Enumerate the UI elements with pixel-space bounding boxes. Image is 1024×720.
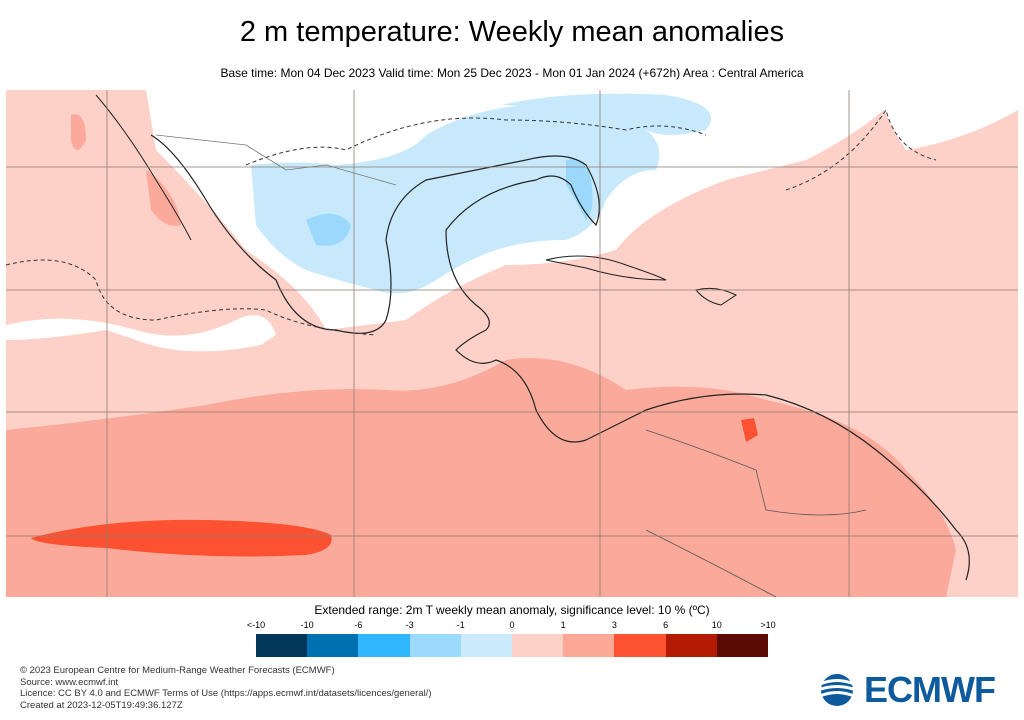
ecmwf-logo: ECMWF (814, 669, 996, 711)
copyright-text: © 2023 European Centre for Medium-Range … (20, 665, 335, 676)
colorbar-swatch (460, 634, 513, 657)
ecmwf-logo-icon (817, 674, 857, 706)
map-gridlines (6, 90, 1018, 597)
colorbar-swatch (563, 634, 615, 657)
legend-tick: 1 (560, 620, 566, 630)
created-text: Created at 2023-12-05T19:49:36.127Z (20, 699, 183, 711)
legend-tick: -6 (354, 620, 363, 630)
legend-tick: 0 (509, 620, 515, 630)
legend-tick: 3 (611, 620, 617, 630)
colorbar-swatch (512, 634, 564, 657)
legend-tick: -1 (456, 620, 465, 630)
coastline (150, 134, 970, 581)
colorbar-swatch (716, 634, 769, 657)
colorbar-swatch (256, 634, 308, 657)
legend-tick: >10 (760, 620, 776, 630)
legend-tick: 10 (711, 620, 722, 630)
south-america-borders (645, 429, 867, 597)
moderate-cool-region (306, 213, 351, 246)
colorbar (256, 634, 769, 657)
neutral-region-east (876, 90, 1018, 150)
baja-coast (95, 94, 192, 241)
hispaniola-coast (695, 287, 737, 306)
colorbar-swatch (409, 634, 461, 657)
us-border (155, 134, 397, 186)
warm-anomaly-west (146, 170, 181, 226)
cuba-coast (545, 255, 667, 281)
source-text: Source: www.ecmwf.int (20, 676, 119, 688)
cool-anomaly-region (251, 104, 660, 294)
strong-warm-venezuela (741, 418, 758, 442)
colorbar-swatch (665, 634, 717, 657)
colorbar-swatch (614, 634, 666, 657)
colorbar-swatch (358, 634, 410, 657)
colorbar-swatch (307, 634, 359, 657)
legend-title: Extended range: 2m T weekly mean anomaly… (314, 603, 710, 617)
warm-anomaly-nw (71, 114, 86, 150)
legend-tick: -3 (405, 620, 414, 630)
ecmwf-logo-text: ECMWF (864, 669, 996, 710)
cool-anomaly-region-north (501, 93, 711, 135)
legend-ticks: <-10 -10 -6 -3 -1 0 1 3 6 10 >10 (247, 620, 776, 632)
legend-tick: <-10 (246, 620, 266, 630)
chart-subtitle: Base time: Mon 04 Dec 2023 Valid time: M… (220, 66, 804, 80)
neutral-region-west (6, 315, 276, 352)
strong-warm-anomaly (31, 519, 332, 557)
legend-tick: -10 (300, 620, 314, 630)
significance-contour (6, 108, 937, 336)
licence-text: Licence: CC BY 4.0 and ECMWF Terms of Us… (20, 688, 432, 699)
chart-title: 2 m temperature: Weekly mean anomalies (239, 16, 785, 48)
anomaly-map (6, 90, 1018, 597)
moderate-cool-florida (566, 159, 593, 220)
footer: © 2023 European Centre for Medium-Range … (20, 665, 432, 711)
legend-tick: 6 (663, 620, 669, 630)
